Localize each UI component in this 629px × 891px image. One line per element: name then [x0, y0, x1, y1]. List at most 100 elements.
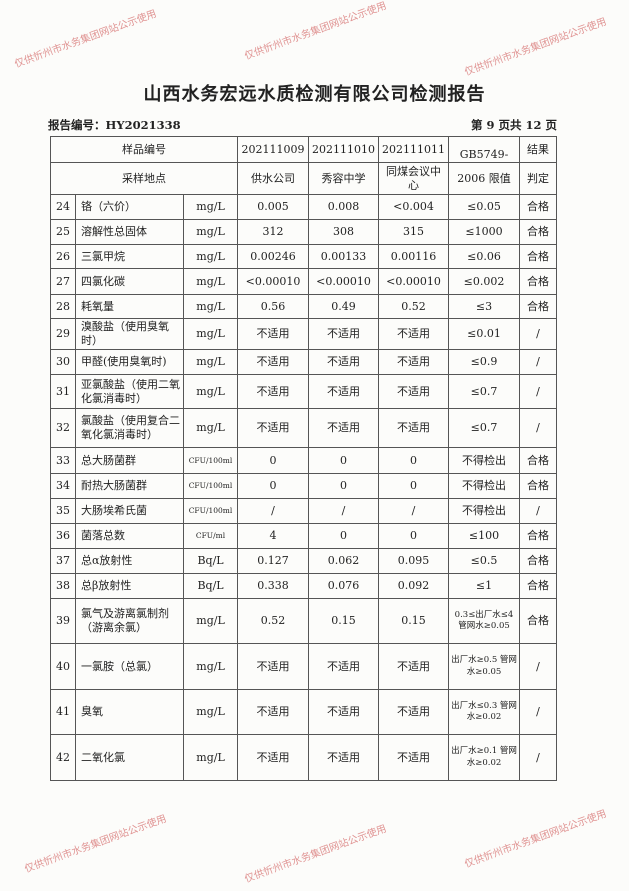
- item-name: 耐热大肠菌群: [75, 473, 184, 499]
- unit: mg/L: [182, 408, 239, 448]
- unit: mg/L: [182, 598, 239, 644]
- row-number: 27: [50, 268, 76, 295]
- item-name: 氯酸盐（使用复合二氧化氯消毒时）: [75, 408, 184, 448]
- result: /: [519, 374, 558, 409]
- report-number: 报告编号：HY2021338: [48, 118, 181, 132]
- value-1: 不适用: [237, 374, 310, 409]
- row-number: 25: [50, 219, 76, 245]
- limit: 不得检出: [448, 447, 521, 474]
- value-1: 4: [237, 523, 310, 549]
- value-2: 0.15: [308, 598, 380, 644]
- row-number: 32: [50, 408, 76, 448]
- row-number: 35: [50, 498, 76, 524]
- watermark: 仅供忻州市水务集团网站公示使用: [243, 0, 389, 63]
- value-2: 0.076: [308, 573, 380, 599]
- table-row: 40 一氯胺（总氯） mg/L 不适用 不适用 不适用 出厂水≥0.5 管网水≥0.05/: [50, 643, 558, 690]
- item-name: 大肠埃希氏菌: [75, 498, 184, 524]
- item-name: 甲醛(使用臭氧时): [75, 349, 184, 375]
- row-number: 36: [50, 523, 76, 549]
- value-2: 不适用: [308, 643, 380, 690]
- item-name: 亚氯酸盐（使用二氧化氯消毒时）: [75, 374, 184, 409]
- item-name: 总大肠菌群: [75, 447, 184, 474]
- unit: mg/L: [182, 318, 239, 350]
- unit: mg/L: [182, 689, 239, 735]
- unit: mg/L: [182, 374, 239, 409]
- value-3: 不适用: [378, 318, 450, 350]
- item-name: 臭氧: [75, 689, 184, 735]
- table-row: 39 氯气及游离氯制剂（游离余氯） mg/L 0.52 0.15 0.15 0.3≤出厂水≤…: [50, 598, 558, 644]
- value-3: 0.15: [378, 598, 450, 644]
- value-3: 不适用: [378, 689, 450, 735]
- row-number: 37: [50, 548, 76, 574]
- sample-no-2: 202111010: [308, 136, 380, 163]
- row-number: 42: [50, 734, 76, 781]
- result: 合格: [519, 548, 558, 574]
- limit: 不得检出: [448, 498, 521, 524]
- result: 合格: [519, 573, 558, 599]
- result: /: [519, 318, 558, 350]
- result: 合格: [519, 523, 558, 549]
- value-1: 0.338: [237, 573, 310, 599]
- value-3: 不适用: [378, 374, 450, 409]
- result: 合格: [519, 473, 558, 499]
- table-row: 41 臭氧 mg/L 不适用 不适用 不适用 出厂水≤0.3 管网水≥0.02/: [50, 689, 558, 735]
- result: /: [519, 689, 558, 735]
- value-1: 0.00246: [237, 244, 310, 269]
- table-row: 25 溶解性总固体 mg/L 312 308 315 ≤1000 合格: [50, 219, 558, 245]
- value-2: 0: [308, 523, 380, 549]
- limit: ≤100: [448, 523, 521, 549]
- value-3: <0.004: [378, 194, 450, 220]
- site-3: 同煤会议中心: [378, 162, 450, 195]
- limit-label-1: GB5749-: [448, 136, 521, 163]
- item-name: 四氯化碳: [75, 268, 184, 295]
- unit: CFU/100ml: [182, 473, 239, 499]
- sample-no-3: 202111011: [378, 136, 450, 163]
- result-label-1: 结果: [519, 136, 558, 163]
- row-number: 40: [50, 643, 76, 690]
- value-1: 312: [237, 219, 310, 245]
- value-2: /: [308, 498, 380, 524]
- table-row: 42 二氧化氯 mg/L 不适用 不适用 不适用 出厂水≥0.1 管网水≥0.02/: [50, 734, 558, 781]
- watermark: 仅供忻州市水务集团网站公示使用: [23, 813, 169, 876]
- results-table: 样品编号 202111009 202111010 202111011 GB574…: [49, 136, 558, 781]
- limit: ≤0.5: [448, 548, 521, 574]
- limit: ≤0.01: [448, 318, 521, 350]
- row-number: 29: [50, 318, 76, 350]
- table-row: 37 总α放射性 Bq/L 0.127 0.062 0.095 ≤0.5 合格: [50, 548, 558, 574]
- report-title: 山西水务宏远水质检测有限公司检测报告: [143, 84, 486, 105]
- value-2: 不适用: [308, 408, 380, 448]
- unit: Bq/L: [182, 573, 239, 599]
- header-row-site: 采样地点 供水公司 秀容中学 同煤会议中心 2006 限值 判定: [49, 162, 558, 195]
- result: /: [519, 349, 558, 375]
- limit: 出厂水≥0.5 管网水≥0.05: [448, 643, 521, 690]
- value-3: 315: [378, 219, 450, 245]
- table-row: 34 耐热大肠菌群 CFU/100ml 0 0 0 不得检出 合格: [50, 473, 558, 499]
- limit: ≤0.06: [448, 244, 521, 269]
- item-name: 一氯胺（总氯）: [75, 643, 184, 690]
- result: /: [519, 643, 558, 690]
- watermark: 仅供忻州市水务集团网站公示使用: [463, 808, 609, 871]
- item-name: 氯气及游离氯制剂（游离余氯）: [75, 598, 184, 644]
- unit: mg/L: [182, 194, 239, 220]
- row-number: 30: [50, 349, 76, 375]
- limit: ≤0.05: [448, 194, 521, 220]
- table-row: 33 总大肠菌群 CFU/100ml 0 0 0 不得检出 合格: [50, 447, 558, 474]
- site-label: 采样地点: [49, 162, 239, 195]
- value-2: 0.00133: [308, 244, 380, 269]
- table-row: 36 菌落总数 CFU/ml 4 0 0 ≤100 合格: [50, 523, 558, 549]
- row-number: 24: [50, 194, 76, 220]
- unit: mg/L: [182, 268, 239, 295]
- row-number: 31: [50, 374, 76, 409]
- row-number: 33: [50, 447, 76, 474]
- table-row: 32 氯酸盐（使用复合二氧化氯消毒时） mg/L 不适用 不适用 不适用 ≤0.7/: [50, 408, 558, 448]
- value-2: 0.008: [308, 194, 380, 220]
- result: /: [519, 408, 558, 448]
- sample-no-label: 样品编号: [49, 136, 239, 163]
- value-1: 不适用: [237, 349, 310, 375]
- result: /: [519, 498, 558, 524]
- table-row: 31 亚氯酸盐（使用二氧化氯消毒时） mg/L 不适用 不适用 不适用 ≤0.7/: [50, 374, 558, 409]
- value-1: 0: [237, 447, 310, 474]
- value-3: <0.00010: [378, 268, 450, 295]
- result: 合格: [519, 294, 558, 319]
- limit: 不得检出: [448, 473, 521, 499]
